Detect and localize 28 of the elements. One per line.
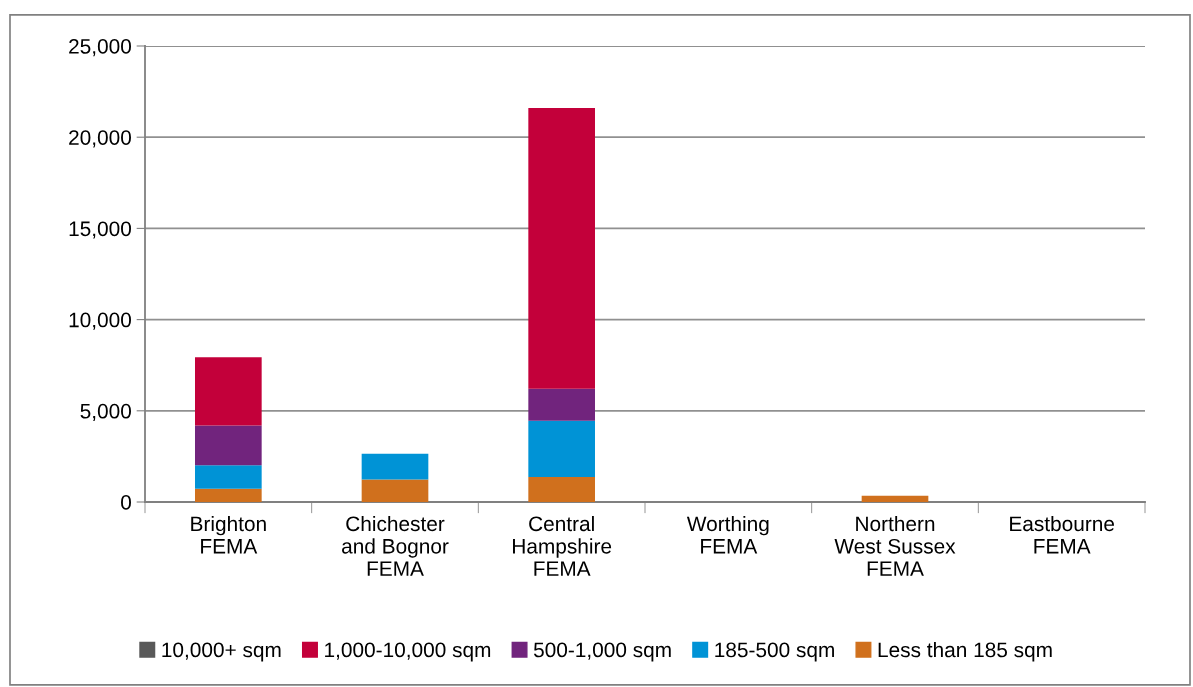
bar — [361, 479, 429, 502]
x-tick-label: Worthing FEMA — [686, 515, 769, 554]
y-tick-label: 5,000 — [80, 403, 131, 422]
x-tick-label: Eastbourne FEMA — [1010, 515, 1115, 554]
bar — [195, 488, 262, 502]
bar — [195, 425, 262, 466]
y-tick-label: 15,000 — [69, 221, 131, 239]
x-tick-label: Central Hampshire FEMA — [513, 515, 612, 576]
bar — [528, 420, 595, 478]
y-tick-label: 0 — [121, 495, 131, 510]
bar — [195, 357, 262, 426]
x-tick-label: Chichester and Bognor FEMA — [342, 515, 449, 576]
y-tick-label: 25,000 — [69, 39, 131, 57]
legend-label: 1,000-10,000 sqm — [325, 642, 491, 662]
legend-label: 10,000+ sqm — [162, 642, 281, 662]
bar — [528, 388, 595, 421]
legend-label: Less than 185 sqm — [878, 641, 1052, 662]
bar — [361, 453, 429, 480]
legend-label: 185-500 sqm — [715, 642, 834, 662]
bar — [861, 495, 929, 502]
x-tick-label: Northern West Sussex FEMA — [834, 515, 956, 576]
legend-label: 500-1,000 sqm — [533, 642, 671, 662]
x-tick-label: Brighton FEMA — [191, 515, 266, 554]
bar — [528, 108, 595, 389]
y-tick-label: 20,000 — [69, 130, 131, 148]
bar — [195, 465, 262, 489]
y-tick-label: 10,000 — [69, 312, 131, 330]
bar — [528, 477, 595, 502]
